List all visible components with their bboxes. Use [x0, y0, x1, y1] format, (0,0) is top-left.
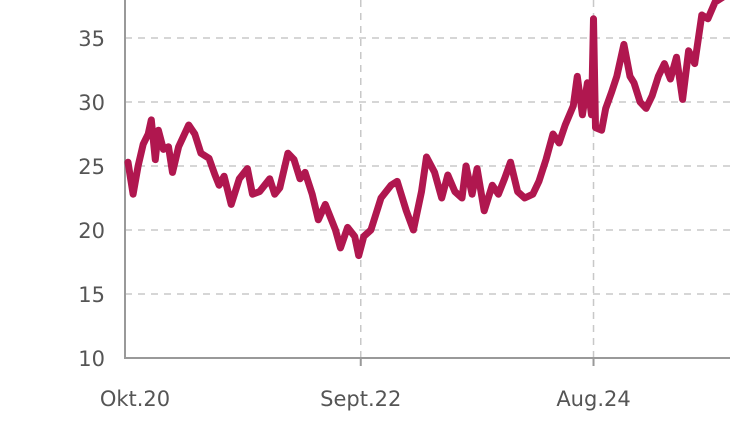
y-tick-label: 35	[78, 27, 105, 51]
y-tick-label: 25	[78, 155, 105, 179]
y-tick-label: 30	[78, 91, 105, 115]
y-tick-label: 15	[78, 283, 105, 307]
series-line	[124, 0, 725, 260]
y-tick-label: 20	[78, 219, 105, 243]
x-tick-label: Aug.24	[556, 387, 630, 411]
axes	[124, 0, 730, 366]
y-tick-label: 10	[78, 347, 105, 371]
x-tick-label: Okt.20	[100, 387, 170, 411]
series	[124, 0, 725, 260]
y-tick-labels: 10 15 20 25 30 35	[78, 27, 105, 371]
x-tick-label: Sept.22	[320, 387, 401, 411]
x-tick-labels: Okt.20 Sept.22 Aug.24	[100, 387, 631, 411]
